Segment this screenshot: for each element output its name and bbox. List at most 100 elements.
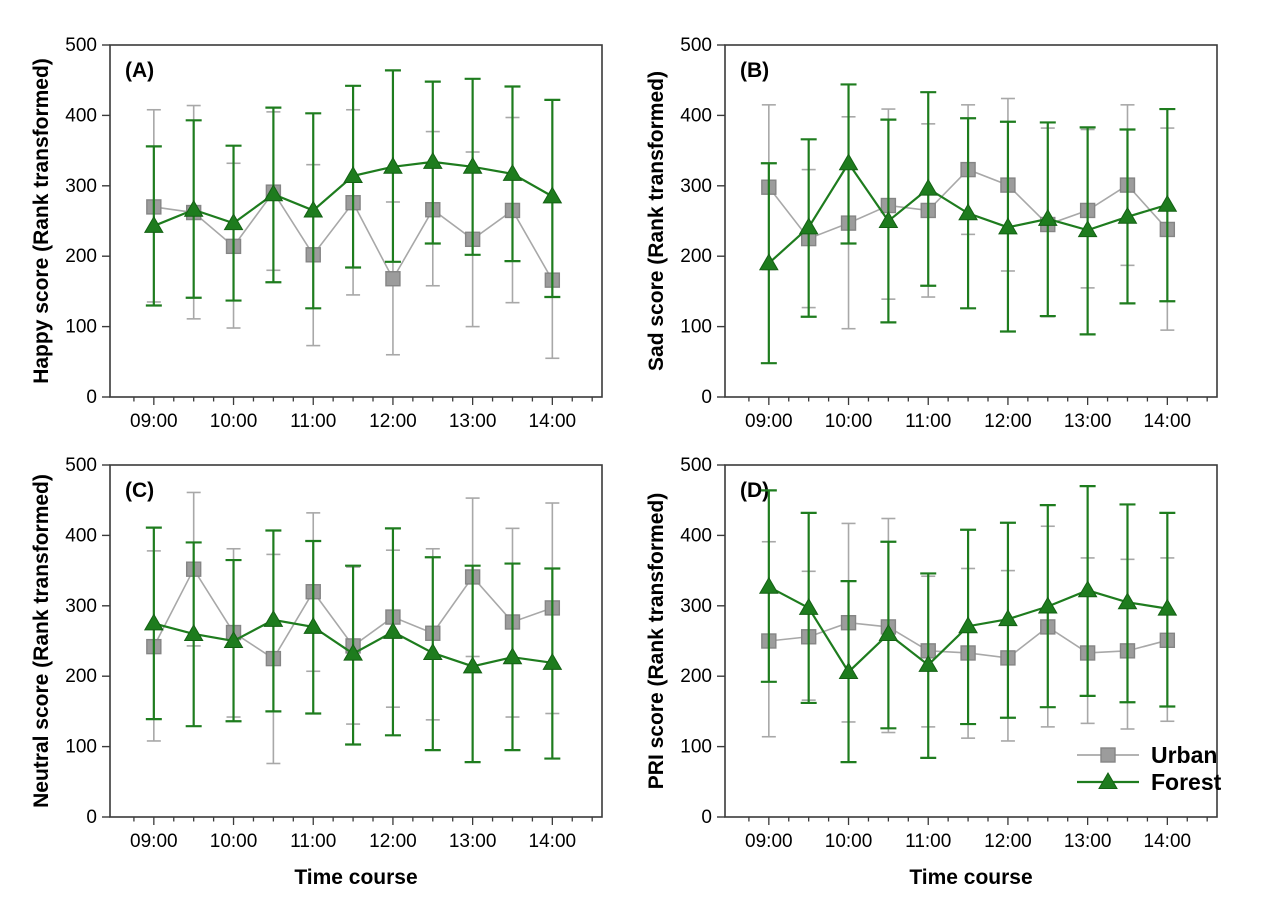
- x-tick-label: 10:00: [825, 411, 873, 432]
- x-axis-title: Time course: [294, 866, 417, 889]
- data-point-forest: [1037, 208, 1058, 226]
- panel-b: 0 100 200 300 400 500 09:00 10:00 11:00 12:00 13:0…: [645, 35, 1218, 432]
- y-tick-label: 500: [680, 35, 712, 56]
- data-point-forest: [918, 178, 939, 196]
- panel-letter: (C): [125, 479, 154, 502]
- plot-frame: [109, 44, 603, 398]
- panel-d: 0 100 200 300 400 500 09:00 10:00 11:00 12:00 13:0…: [645, 455, 1222, 889]
- legend-marker-urban: [1100, 747, 1116, 763]
- y-tick-label: 0: [86, 387, 97, 408]
- y-tick-label: 100: [65, 737, 97, 758]
- y-tick-label: 200: [65, 246, 97, 267]
- x-tick-label: 11:00: [905, 831, 951, 852]
- x-tick-label: 11:00: [290, 831, 336, 852]
- series-forest: [143, 69, 563, 310]
- y-tick-label: 400: [65, 105, 97, 126]
- y-axis-title: PRI score (Rank transformed): [645, 493, 668, 789]
- x-tick-label: 12:00: [369, 831, 417, 852]
- y-tick-label: 100: [680, 737, 712, 758]
- y-axis-title: Happy score (Rank transformed): [30, 58, 53, 384]
- data-point-forest: [303, 200, 324, 218]
- panel-letter: (B): [740, 59, 769, 82]
- data-point-forest: [1077, 220, 1098, 238]
- data-point-forest: [223, 631, 244, 648]
- data-point-forest: [263, 609, 284, 627]
- data-point-forest: [918, 654, 939, 672]
- x-tick-label: 14:00: [529, 411, 577, 432]
- data-point-forest: [878, 623, 899, 641]
- data-point-forest: [343, 165, 363, 183]
- x-tick-label: 13:00: [449, 831, 497, 852]
- x-tick-label: 12:00: [984, 411, 1032, 432]
- y-tick-label: 100: [65, 317, 97, 338]
- data-point-forest: [1037, 596, 1058, 614]
- data-point-forest: [502, 647, 523, 665]
- data-point-forest: [143, 215, 164, 233]
- y-axis-title: Sad score (Rank transformed): [645, 71, 668, 371]
- x-tick-label: 14:00: [1144, 831, 1192, 852]
- series-forest: [758, 485, 1178, 764]
- data-point-forest: [542, 652, 563, 670]
- x-tick-label: 09:00: [745, 831, 793, 852]
- y-tick-label: 500: [65, 455, 97, 476]
- data-point-forest: [383, 621, 403, 639]
- data-point-forest: [422, 151, 443, 169]
- data-point-forest: [1157, 598, 1178, 616]
- y-tick-label: 400: [680, 105, 712, 126]
- data-point-forest: [958, 203, 978, 221]
- x-tick-label: 10:00: [210, 411, 258, 432]
- panel-letter: (A): [125, 59, 154, 82]
- panel-a: 0 100 200 300 400 500 09:00 10:00 11:00 12:00 13:0…: [30, 35, 603, 432]
- legend-label-forest: Forest: [1151, 769, 1222, 795]
- y-tick-label: 200: [680, 246, 712, 267]
- data-point-forest: [838, 661, 859, 679]
- y-tick-label: 300: [680, 596, 712, 617]
- data-point-forest: [462, 656, 483, 674]
- series-forest: [143, 526, 563, 764]
- plot-frame: [724, 44, 1218, 398]
- x-tick-label: 12:00: [369, 411, 417, 432]
- data-point-forest: [1157, 194, 1178, 212]
- x-tick-label: 10:00: [825, 831, 873, 852]
- data-point-forest: [1117, 592, 1138, 610]
- data-point-forest: [183, 623, 204, 641]
- y-tick-label: 200: [680, 666, 712, 687]
- y-axis-title: Neutral score (Rank transformed): [30, 474, 53, 808]
- x-tick-label: 09:00: [130, 411, 178, 432]
- y-tick-label: 400: [65, 525, 97, 546]
- data-point-forest: [758, 253, 779, 271]
- data-point-forest: [798, 597, 819, 615]
- legend-label-urban: Urban: [1151, 742, 1217, 768]
- y-tick-label: 200: [65, 666, 97, 687]
- x-tick-label: 14:00: [1144, 411, 1192, 432]
- y-tick-label: 300: [65, 176, 97, 197]
- x-axis-title: Time course: [909, 866, 1032, 889]
- data-point-forest: [758, 576, 779, 594]
- data-point-forest: [798, 217, 819, 235]
- y-tick-label: 0: [701, 807, 712, 828]
- x-tick-label: 10:00: [210, 831, 258, 852]
- data-point-forest: [1077, 580, 1098, 598]
- data-point-forest: [998, 609, 1018, 627]
- y-tick-label: 0: [86, 807, 97, 828]
- x-tick-label: 09:00: [745, 411, 793, 432]
- x-tick-label: 13:00: [449, 411, 497, 432]
- plot-frame: [724, 464, 1218, 818]
- series-forest: [758, 83, 1178, 365]
- y-tick-label: 100: [680, 317, 712, 338]
- x-tick-label: 14:00: [529, 831, 577, 852]
- y-tick-label: 500: [65, 35, 97, 56]
- panel-letter: (D): [740, 479, 769, 502]
- x-tick-label: 13:00: [1064, 831, 1112, 852]
- data-point-forest: [183, 199, 204, 217]
- data-point-forest: [1117, 206, 1138, 224]
- x-tick-label: 13:00: [1064, 411, 1112, 432]
- y-tick-label: 400: [680, 525, 712, 546]
- data-point-forest: [422, 642, 443, 660]
- data-point-forest: [838, 153, 859, 171]
- x-tick-label: 12:00: [984, 831, 1032, 852]
- data-point-forest: [223, 213, 244, 231]
